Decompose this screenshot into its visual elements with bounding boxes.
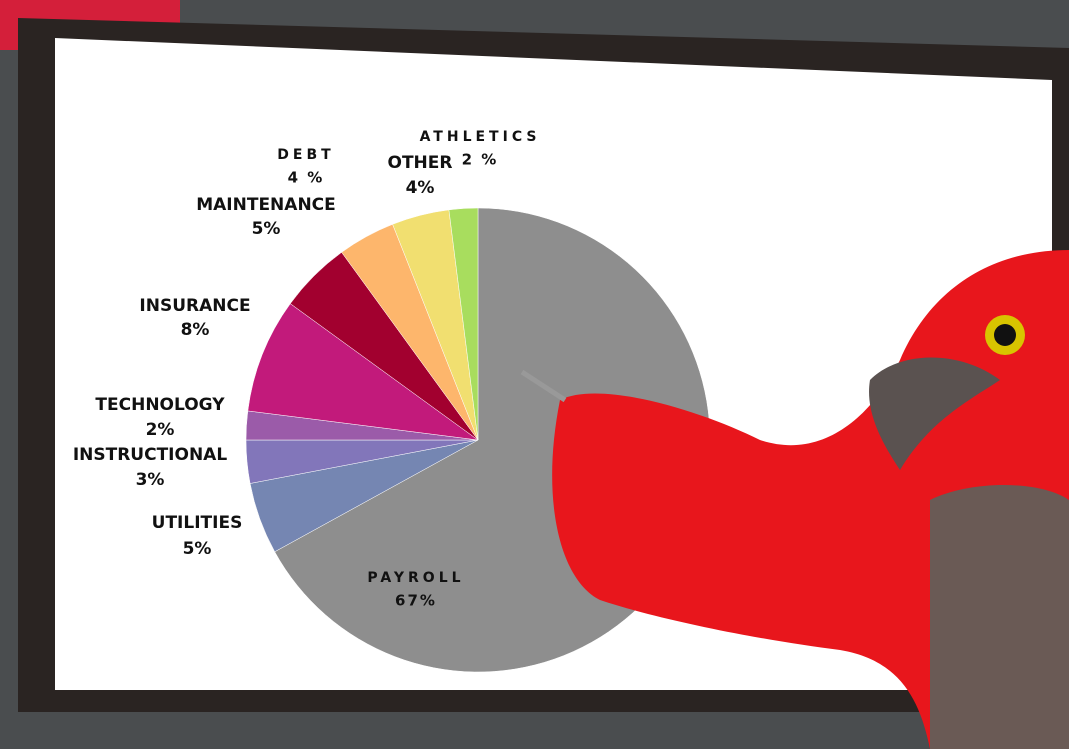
mascot xyxy=(520,250,1069,749)
value-label: 5% xyxy=(183,539,212,559)
pointer xyxy=(520,369,567,403)
slice-label: PAYROLL xyxy=(367,570,464,586)
slice-label: UTILITIES xyxy=(152,513,243,533)
value-label: 2% xyxy=(146,420,175,440)
slice-label: ATHLETICS xyxy=(420,129,541,145)
value-label: 4% xyxy=(406,178,435,198)
value-label: 2 % xyxy=(462,151,499,169)
pie-slice xyxy=(247,303,479,441)
slice-label: INSURANCE xyxy=(139,296,250,316)
value-label: 5% xyxy=(252,219,281,239)
slice-label: TECHNOLOGY xyxy=(95,395,225,415)
slice-label: DEBT xyxy=(277,147,334,163)
slice-label: INSTRUCTIONAL xyxy=(73,445,228,465)
mascot-chest xyxy=(930,485,1069,749)
mascot-beak xyxy=(869,357,1000,470)
pie-slice xyxy=(448,207,479,441)
slice-label: OTHER xyxy=(388,153,453,173)
slice-label: MAINTENANCE xyxy=(196,195,336,215)
value-label: 67% xyxy=(395,592,437,610)
value-label: 4 % xyxy=(288,169,325,187)
value-label: 3% xyxy=(136,470,165,490)
mascot-pupil xyxy=(994,324,1016,346)
value-label: 8% xyxy=(181,320,210,340)
